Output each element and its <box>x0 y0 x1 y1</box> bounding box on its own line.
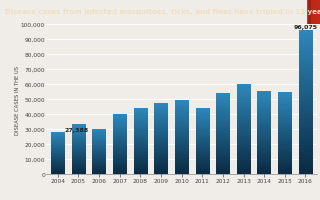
Text: 27,388: 27,388 <box>65 127 89 132</box>
Text: Disease cases from infected mosquitoes, ticks, and fleas have tripled in 13 year: Disease cases from infected mosquitoes, … <box>5 9 320 15</box>
Y-axis label: DISEASE CASES IN THE US: DISEASE CASES IN THE US <box>15 65 20 134</box>
Polygon shape <box>307 0 320 25</box>
Text: 96,075: 96,075 <box>293 25 317 30</box>
